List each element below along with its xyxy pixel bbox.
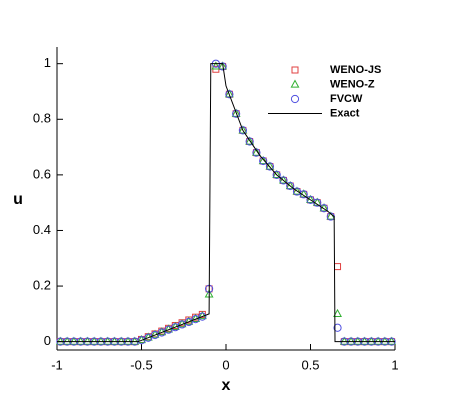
circle-marker [299,190,308,199]
triangle-marker [290,79,300,88]
triangle-marker [96,336,106,345]
x-tick-label: -0.5 [130,357,152,372]
circle-marker [313,198,322,207]
y-tick-label: 0.6 [33,166,51,181]
triangle-marker [76,336,86,345]
circle-marker [272,170,281,179]
triangle-marker [103,336,113,345]
circle-marker [232,109,241,118]
circle-marker [238,126,247,135]
exact-line [57,63,395,343]
triangle-marker [62,336,72,345]
x-tick-label: 0.5 [301,357,319,372]
circle-marker [171,323,180,332]
triangle-marker [55,336,65,345]
triangle-marker [333,308,342,317]
triangle-marker [224,89,234,98]
triangle-marker [353,336,363,345]
triangle-marker [211,61,221,70]
triangle-marker [279,175,288,184]
triangle-marker [218,61,228,70]
triangle-marker [285,180,295,190]
circle-marker [184,317,193,327]
circle-marker [265,162,275,171]
triangle-marker [272,169,282,178]
triangle-marker [231,108,241,117]
triangle-marker [387,336,397,345]
triangle-marker [265,161,275,170]
triangle-marker [339,336,349,345]
y-tick-label: 0.8 [33,111,51,126]
triangle-marker [116,336,126,345]
triangle-marker [373,336,383,345]
square-marker [334,263,342,271]
triangle-marker [346,336,356,345]
triangle-marker [360,336,370,345]
triangle-marker [123,336,133,345]
triangle-marker [69,336,79,345]
circle-marker [225,90,234,99]
y-tick-label: 0.4 [33,222,51,237]
x-tick-label: 1 [391,357,398,372]
circle-marker [252,148,261,157]
triangle-marker [110,336,119,345]
y-axis-label: u [13,191,23,208]
triangle-marker [258,155,268,165]
x-tick-label: -1 [51,357,63,372]
circle-marker [319,204,329,213]
x-axis-label: x [222,377,231,394]
circle-marker [290,94,300,104]
circle-marker [286,181,295,191]
triangle-marker [130,336,140,345]
triangle-marker [245,136,255,145]
triangle-marker [380,336,390,345]
circle-marker [292,187,302,196]
legend-label: Exact [330,107,360,119]
y-tick-label: 1 [44,55,51,70]
triangle-marker [82,336,92,345]
circle-marker [245,137,254,146]
triangle-marker [366,336,376,345]
legend-label: WENO-JS [330,64,381,76]
circle-marker [259,156,268,166]
circle-marker [157,328,166,337]
circle-marker [279,176,288,185]
circle-marker [198,312,207,321]
triangle-marker [251,147,261,156]
y-tick-label: 0 [44,333,51,348]
square-marker [291,66,299,74]
triangle-marker [89,336,99,345]
legend-label: WENO-Z [330,78,375,90]
triangle-marker [299,189,309,198]
triangle-marker [292,186,302,195]
circle-marker [144,333,153,342]
legend-label: FVCW [330,93,363,105]
circle-marker [306,195,315,204]
y-tick-label: 0.2 [33,278,51,293]
x-tick-label: 0 [222,357,229,372]
circle-marker [333,323,342,332]
circle-marker [218,62,227,71]
triangle-marker [238,125,248,134]
triangle-marker [312,197,322,206]
